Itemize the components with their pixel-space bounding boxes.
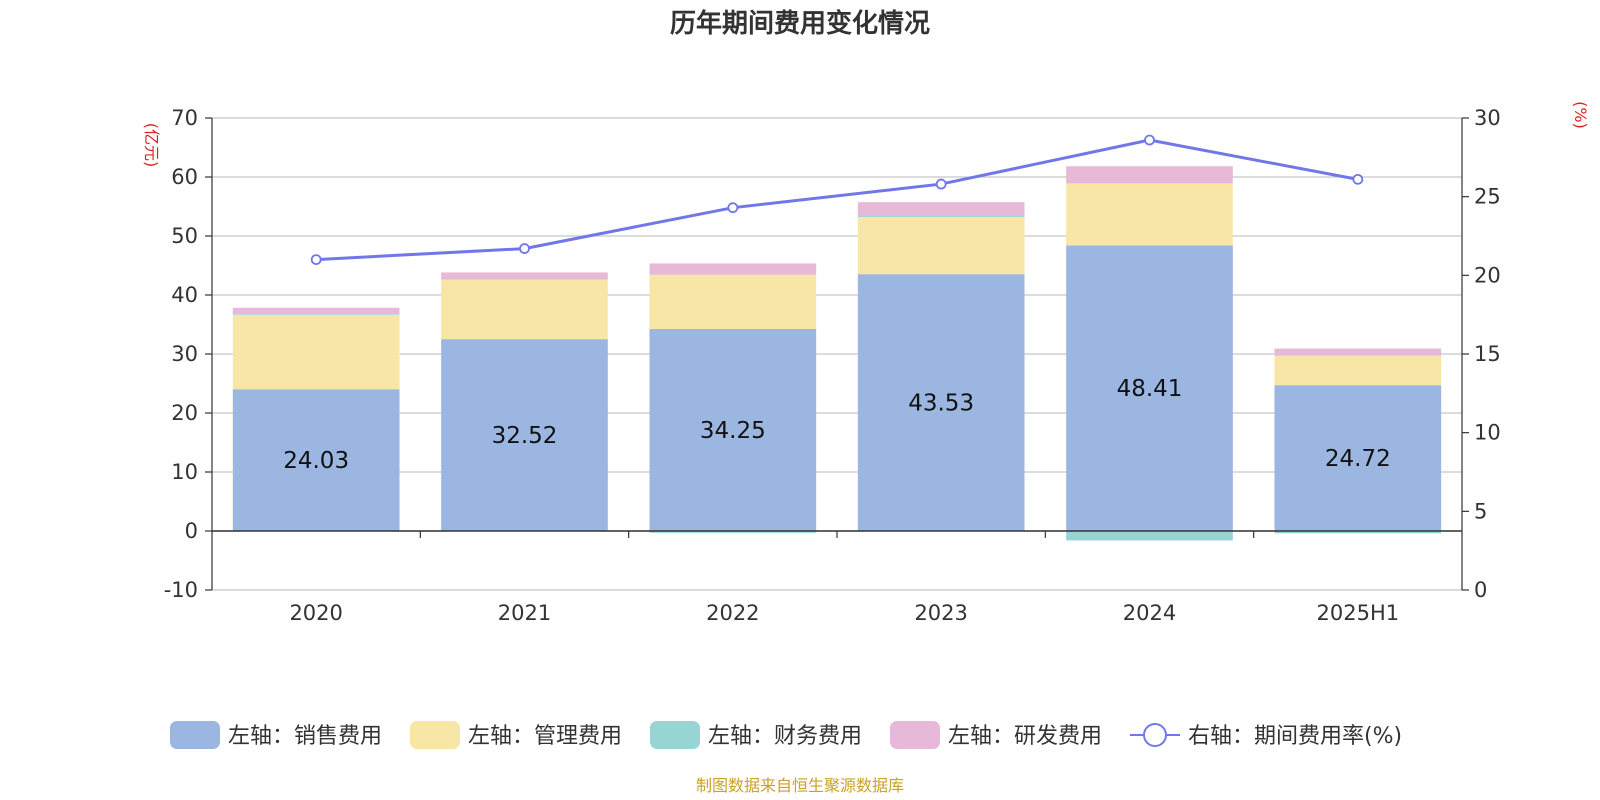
bar-segment <box>857 274 1025 531</box>
legend-label: 右轴：期间费用率(%) <box>1188 724 1402 749</box>
bar-value-label: 32.52 <box>492 423 558 449</box>
right-axis-unit: (%) <box>1571 101 1590 129</box>
bar-segment <box>232 389 400 531</box>
rate-line <box>310 134 1364 266</box>
bar-segment <box>232 307 400 315</box>
x-tick-label: 2024 <box>1123 601 1176 625</box>
rate-line-path <box>316 138 1359 262</box>
bar-value-label: 34.25 <box>700 418 766 444</box>
left-tick-label: -10 <box>164 578 198 602</box>
bar-segment <box>1066 531 1233 541</box>
bar-value-label: 24.72 <box>1325 446 1391 472</box>
bar-segment <box>441 279 608 340</box>
bar-segment <box>649 531 817 533</box>
rate-point <box>519 243 530 254</box>
right-tick-label: 30 <box>1474 106 1501 130</box>
bar-segment <box>857 216 1025 275</box>
right-tick-label: 0 <box>1474 578 1487 602</box>
bar-segment <box>1066 166 1233 184</box>
bar-segment <box>1274 355 1442 386</box>
bar-value-label: 48.41 <box>1117 376 1183 402</box>
rate-point <box>727 202 739 214</box>
right-tick-label: 25 <box>1474 185 1501 209</box>
rate-point <box>1144 134 1155 146</box>
legend-swatch <box>650 721 700 749</box>
axes: -10 0 10 20 30 40 50 60 70 0 5 10 15 20 25 30 2020 2021 20… <box>164 106 1501 625</box>
left-tick-label: 70 <box>171 106 198 130</box>
bar-segment <box>232 314 400 390</box>
legend-swatch <box>170 721 220 749</box>
x-tick-label: 2022 <box>706 601 759 625</box>
x-tick-label: 2020 <box>289 601 342 625</box>
bar-segment <box>649 328 817 531</box>
bar-segment <box>1274 531 1442 534</box>
left-tick-label: 0 <box>185 519 198 543</box>
bar-segment <box>1274 385 1442 531</box>
bar-segment <box>857 202 1025 216</box>
rate-point <box>310 254 322 266</box>
left-tick-label: 10 <box>171 460 198 484</box>
bar-segment <box>441 339 608 531</box>
bar-value-label: 24.03 <box>283 448 349 474</box>
left-tick-label: 60 <box>171 165 198 189</box>
bar-segment <box>1066 245 1233 532</box>
bar-segment <box>649 263 817 275</box>
bars <box>232 166 1442 541</box>
left-tick-label: 20 <box>171 401 198 425</box>
x-tick-label: 2023 <box>914 601 967 625</box>
x-tick-label: 2025H1 <box>1317 601 1400 625</box>
legend-label: 左轴：销售费用 <box>228 724 382 749</box>
bar-segment <box>649 274 817 329</box>
left-tick-label: 50 <box>171 224 198 248</box>
chart-title: 历年期间费用变化情况 <box>670 8 930 39</box>
data-labels: 24.03 32.52 34.25 43.53 48.41 24.72 <box>283 376 1391 474</box>
legend-swatch <box>890 721 940 749</box>
right-tick-label: 10 <box>1474 421 1501 445</box>
bar-value-label: 43.53 <box>908 391 974 417</box>
right-tick-label: 5 <box>1474 499 1487 523</box>
x-tick-label: 2021 <box>498 601 551 625</box>
left-axis-unit: (亿元) <box>142 123 161 168</box>
legend-label: 左轴：管理费用 <box>468 724 622 749</box>
bar-segment <box>441 272 608 280</box>
right-tick-label: 15 <box>1474 342 1501 366</box>
bar-segment <box>1066 183 1233 246</box>
rate-point <box>1352 173 1364 185</box>
legend-swatch <box>410 721 460 749</box>
bar-segment <box>857 215 1025 217</box>
legend: 左轴：销售费用 左轴：管理费用 左轴：财务费用 左轴：研发费用 右轴：期间费用率(%) <box>170 721 1402 749</box>
bar-segment <box>232 314 400 315</box>
bar-segment <box>1274 348 1442 356</box>
left-tick-label: 30 <box>171 342 198 366</box>
legend-label: 左轴：财务费用 <box>708 724 862 749</box>
left-tick-label: 40 <box>171 283 198 307</box>
source-note: 制图数据来自恒生聚源数据库 <box>696 776 904 795</box>
rate-point <box>935 178 947 190</box>
right-tick-label: 20 <box>1474 263 1501 287</box>
legend-label: 左轴：研发费用 <box>948 724 1102 749</box>
legend-marker <box>1143 723 1167 747</box>
